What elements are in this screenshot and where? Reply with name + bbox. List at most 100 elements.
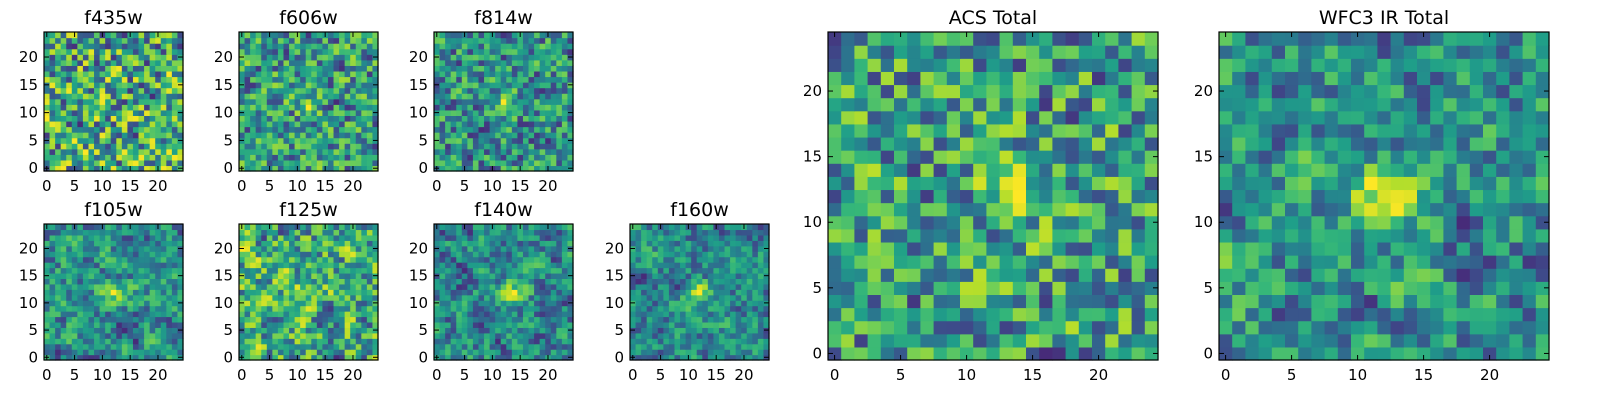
heatmap-cell (160, 262, 167, 269)
heatmap-cell (94, 316, 101, 323)
heatmap-cell (82, 321, 90, 328)
heatmap-cell (495, 262, 502, 269)
heatmap-cell (289, 305, 296, 312)
heatmap-cell (55, 65, 62, 72)
heatmap-cell (277, 82, 285, 89)
heatmap-cell (171, 267, 179, 274)
heatmap-cell (668, 224, 676, 231)
heatmap-cell (867, 176, 882, 191)
panel-title: f105w (84, 199, 143, 221)
heatmap-cell (60, 143, 67, 150)
heatmap-cell (255, 354, 262, 361)
heatmap-cell (680, 311, 687, 318)
heatmap-cell (506, 338, 513, 345)
heatmap-cell (1118, 294, 1133, 309)
heatmap-cell (121, 143, 128, 150)
heatmap-cell (1039, 268, 1053, 282)
heatmap-cell (116, 283, 123, 290)
heatmap-cell (461, 300, 468, 307)
heatmap-cell (439, 104, 446, 111)
heatmap-cell (277, 338, 285, 345)
heatmap-cell (127, 93, 134, 100)
heatmap-cell (445, 82, 452, 89)
heatmap-cell (333, 109, 340, 116)
heatmap-cell (283, 289, 290, 296)
axes-frame (238, 31, 379, 172)
heatmap-cell (528, 338, 535, 345)
heatmap-cell (372, 48, 379, 55)
heatmap-cell (261, 332, 268, 339)
heatmap-cell (735, 245, 742, 252)
heatmap-cell (752, 224, 759, 231)
heatmap-cell (344, 338, 351, 345)
heatmap-cell (144, 132, 151, 139)
heatmap-cell (517, 283, 524, 290)
heatmap-cell (461, 321, 468, 328)
heatmap-cell (239, 251, 246, 258)
heatmap-cell (528, 154, 535, 161)
heatmap-cell (894, 215, 908, 230)
heatmap-cell (534, 76, 541, 83)
heatmap-cell (495, 321, 502, 328)
heatmap-cell (567, 87, 574, 94)
heatmap-cell (434, 87, 441, 94)
heatmap-cell (239, 332, 246, 339)
heatmap-cell (685, 311, 692, 318)
heatmap-cell (450, 343, 457, 350)
heatmap-cell (261, 70, 268, 78)
heatmap-cell (266, 262, 273, 269)
heatmap-cell (517, 343, 524, 350)
heatmap-cell (361, 48, 368, 55)
heatmap-cell (171, 48, 179, 55)
heatmap-cell (1026, 176, 1040, 191)
heatmap-cell (434, 115, 441, 122)
heatmap-cell (261, 48, 268, 55)
heatmap-cell (674, 256, 681, 263)
heatmap-cell (506, 224, 513, 231)
heatmap-cell (652, 316, 659, 323)
heatmap-cell (250, 37, 257, 44)
heatmap-cell (266, 70, 273, 78)
heatmap-cell (316, 98, 323, 105)
heatmap-cell (366, 32, 374, 39)
heatmap-cell (283, 343, 290, 350)
heatmap-cell (49, 245, 56, 252)
heatmap-cell (88, 262, 95, 269)
heatmap-cell (300, 311, 307, 318)
heatmap-cell (361, 278, 368, 285)
heatmap-cell (350, 132, 357, 139)
heatmap-cell (867, 150, 882, 164)
heatmap-cell (99, 98, 106, 105)
heatmap-cell (60, 338, 67, 345)
heatmap-cell (522, 251, 530, 258)
heatmap-cell (138, 354, 145, 361)
heatmap-cell (556, 109, 563, 116)
heatmap-cell (160, 143, 167, 150)
heatmap-cell (144, 137, 151, 144)
heatmap-cell (261, 311, 268, 318)
heatmap-cell (730, 283, 737, 290)
heatmap-cell (478, 256, 485, 263)
heatmap-cell (294, 143, 301, 150)
heatmap-cell (506, 93, 513, 100)
heatmap-cell (506, 349, 513, 356)
heatmap-cell (49, 70, 56, 78)
heatmap-cell (316, 305, 323, 312)
heatmap-cell (94, 256, 101, 263)
heatmap-cell (702, 311, 709, 318)
heatmap-cell (973, 241, 987, 256)
heatmap-cell (327, 93, 335, 100)
heatmap-cell (635, 267, 642, 274)
heatmap-cell (149, 278, 156, 285)
heatmap-cell (489, 283, 496, 290)
heatmap-cell (561, 245, 569, 252)
heatmap-cell (434, 234, 441, 241)
heatmap-cell (511, 224, 518, 231)
heatmap-cell (283, 256, 290, 263)
heatmap-cell (339, 256, 346, 263)
heatmap-cell (1144, 346, 1159, 361)
heatmap-cell (500, 115, 507, 122)
heatmap-cell (272, 48, 279, 55)
heatmap-cell (680, 256, 687, 263)
heatmap-cell (561, 234, 569, 241)
